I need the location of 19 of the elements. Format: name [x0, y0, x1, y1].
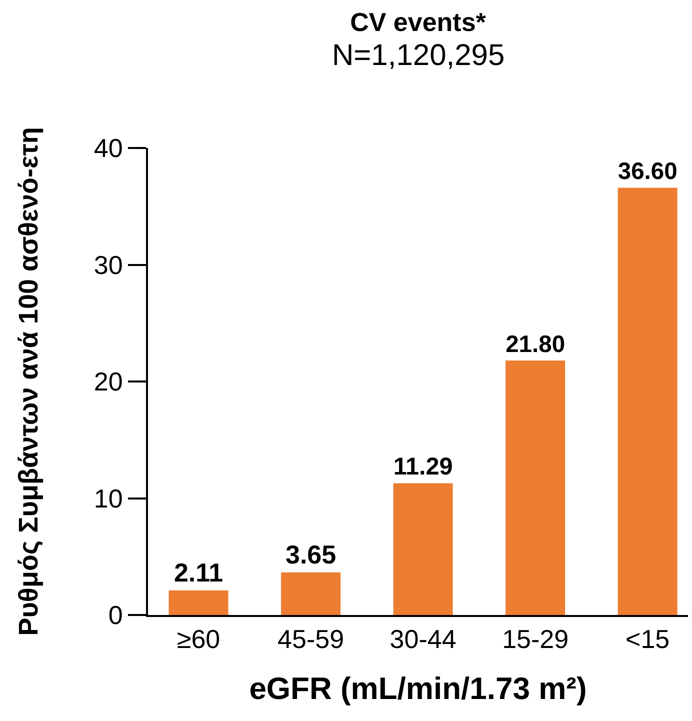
y-tick-label: 30 [94, 250, 123, 280]
y-tick-label: 10 [94, 483, 123, 514]
x-tick-label: <15 [626, 624, 670, 654]
data-label: 21.80 [506, 331, 566, 358]
y-tick-label: 20 [94, 366, 123, 397]
data-label: 11.29 [393, 454, 453, 481]
chart-title: CV events* [350, 7, 487, 38]
data-label: 2.11 [174, 557, 224, 588]
x-tick-label: ≥60 [176, 624, 220, 654]
x-tick-label: 45-59 [278, 624, 344, 654]
data-label: 36.60 [618, 158, 678, 186]
y-tick-label: 0 [108, 600, 123, 630]
x-tick-label: 30-44 [390, 624, 456, 654]
chart-subtitle: N=1,120,295 [332, 39, 505, 72]
data-label: 3.65 [285, 539, 336, 570]
y-axis-title: Ρυθμός Συμβάντων ανά 100 ασθενό-ετη [13, 127, 44, 636]
y-tick-label: 40 [94, 133, 123, 164]
x-axis-title: eGFR (mL/min/1.73 m²) [249, 670, 587, 706]
x-tick-label: 15-29 [502, 624, 569, 654]
